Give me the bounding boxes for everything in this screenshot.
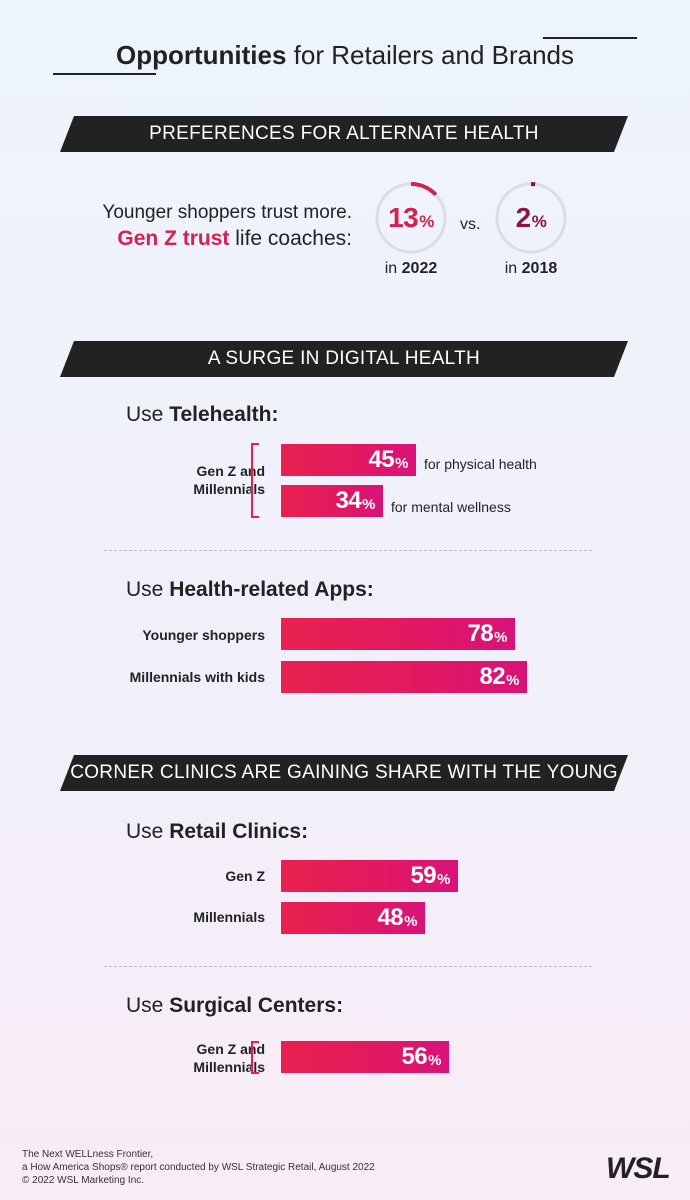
year-2018-label: in 2018: [481, 260, 581, 278]
page-title-bold: Opportunities: [115, 40, 287, 70]
subhead-apps: Use Health-related Apps:: [126, 578, 374, 602]
bar-value-number: 45: [368, 446, 395, 473]
vs-label: vs.: [460, 216, 481, 233]
bar-value-label: 78%: [467, 618, 507, 650]
surgical-group-label: Gen Z and Millennials: [193, 1040, 265, 1076]
bar-value-label: 34%: [335, 485, 375, 517]
footer-line-1: The Next WELLness Frontier,: [22, 1149, 154, 1160]
title-rule-bottom: [53, 73, 156, 75]
ring-2022: 13%: [374, 181, 448, 255]
ring-2018-graphic: [495, 182, 567, 254]
trust-line-2-bold: Gen Z trust: [117, 227, 230, 250]
banner-text: CORNER CLINICS ARE GAINING SHARE WITH TH…: [70, 762, 618, 783]
banner-text: PREFERENCES FOR ALTERNATE HEALTH: [149, 123, 539, 144]
bar-value-pct: %: [395, 454, 408, 472]
ring-2022-graphic: [375, 182, 447, 254]
bar-value-number: 34: [335, 487, 362, 514]
wsl-logo: WSL: [606, 1152, 671, 1185]
year-2018-prefix: in: [504, 260, 522, 277]
note-physical-health: for physical health: [424, 456, 537, 472]
section-banner-corner-clinics: CORNER CLINICS ARE GAINING SHARE WITH TH…: [60, 755, 628, 791]
banner-text: A SURGE IN DIGITAL HEALTH: [207, 348, 481, 369]
bar-value-label: 59%: [410, 860, 450, 892]
note-mental-wellness: for mental wellness: [391, 499, 511, 515]
bar-value-label: 82%: [479, 661, 519, 693]
bar-value-number: 59: [410, 862, 437, 889]
row-label-millennials-with-kids: Millennials with kids: [129, 669, 265, 685]
subhead-prefix: Use: [126, 820, 170, 843]
group-label-line-2: Millennials: [193, 481, 265, 497]
page-title-rest: for Retailers and Brands: [286, 40, 575, 70]
ring-2022-pct: %: [419, 212, 434, 231]
bar-value-number: 48: [377, 904, 404, 931]
row-label-millennials: Millennials: [193, 909, 265, 925]
ring-2018-pct: %: [531, 212, 547, 231]
trust-text: Younger shoppers trust more. Gen Z trust…: [90, 200, 352, 252]
group-label-line-1: Gen Z and: [196, 463, 265, 479]
year-2018: 2018: [521, 260, 558, 277]
group-label-line-2: Millennials: [193, 1059, 265, 1075]
footer-source: The Next WELLness Frontier, a How Americ…: [22, 1148, 375, 1187]
divider-dashed: [104, 550, 592, 551]
year-2022: 2022: [401, 260, 438, 277]
subhead-bold: Telehealth:: [169, 403, 279, 426]
telehealth-bracket: [251, 443, 259, 518]
row-label-younger-shoppers: Younger shoppers: [142, 627, 265, 643]
subhead-bold: Health-related Apps:: [169, 578, 374, 601]
ring-2018: 2%: [494, 181, 568, 255]
subhead-prefix: Use: [126, 403, 170, 426]
year-2022-prefix: in: [384, 260, 402, 277]
trust-line-1: Younger shoppers trust more.: [102, 202, 352, 223]
year-2022-label: in 2022: [361, 260, 461, 278]
trust-line-2-rest: life coaches:: [229, 227, 352, 250]
ring-2018-value: 2%: [494, 181, 568, 255]
subhead-telehealth: Use Telehealth:: [126, 403, 278, 427]
bar-surgical: 56%: [281, 1041, 449, 1073]
bar-value-number: 56: [401, 1043, 428, 1070]
subhead-prefix: Use: [126, 578, 170, 601]
bar-value-pct: %: [506, 671, 519, 689]
bar-value-pct: %: [362, 495, 375, 513]
bar-telehealth-mental: 34%: [281, 485, 383, 517]
bar-value-pct: %: [437, 870, 450, 888]
ring-2018-arc: [495, 182, 567, 254]
section-banner-alternate-health: PREFERENCES FOR ALTERNATE HEALTH: [60, 116, 628, 152]
subhead-surgical-centers: Use Surgical Centers:: [126, 994, 343, 1018]
row-label-gen-z: Gen Z: [225, 868, 265, 884]
divider-dashed: [104, 966, 592, 967]
subhead-prefix: Use: [126, 994, 170, 1017]
footer-line-2: a How America Shops® report conducted by…: [22, 1162, 375, 1173]
trust-line-2: Gen Z trust life coaches:: [90, 226, 352, 252]
bar-value-number: 82: [479, 663, 506, 690]
bar-apps-younger: 78%: [281, 618, 515, 650]
surgical-bracket: [251, 1041, 259, 1074]
bar-telehealth-physical: 45%: [281, 444, 416, 476]
telehealth-group-label: Gen Z and Millennials: [193, 462, 265, 498]
ring-2022-value: 13%: [374, 181, 448, 255]
ring-2022-arc: [375, 182, 447, 254]
bar-value-number: 78: [467, 620, 494, 647]
bar-apps-millennials-kids: 82%: [281, 661, 527, 693]
section-banner-digital-health: A SURGE IN DIGITAL HEALTH: [60, 341, 628, 377]
bar-value-label: 56%: [401, 1041, 441, 1073]
bar-value-pct: %: [494, 628, 507, 646]
bar-value-pct: %: [428, 1051, 441, 1069]
subhead-bold: Retail Clinics:: [169, 820, 309, 843]
subhead-retail-clinics: Use Retail Clinics:: [126, 820, 308, 844]
page-title: Opportunities for Retailers and Brands: [0, 40, 690, 71]
ring-2022-number: 13: [388, 202, 419, 233]
title-rule-top: [543, 37, 637, 39]
bar-retail-millennials: 48%: [281, 902, 425, 934]
ring-2018-number: 2: [515, 202, 532, 233]
group-label-line-1: Gen Z and: [196, 1041, 265, 1057]
subhead-bold: Surgical Centers:: [169, 994, 344, 1017]
bar-value-label: 48%: [377, 902, 417, 934]
bar-value-label: 45%: [368, 444, 408, 476]
footer-line-3: © 2022 WSL Marketing Inc.: [22, 1175, 145, 1186]
bar-value-pct: %: [404, 912, 417, 930]
bar-retail-gen-z: 59%: [281, 860, 458, 892]
